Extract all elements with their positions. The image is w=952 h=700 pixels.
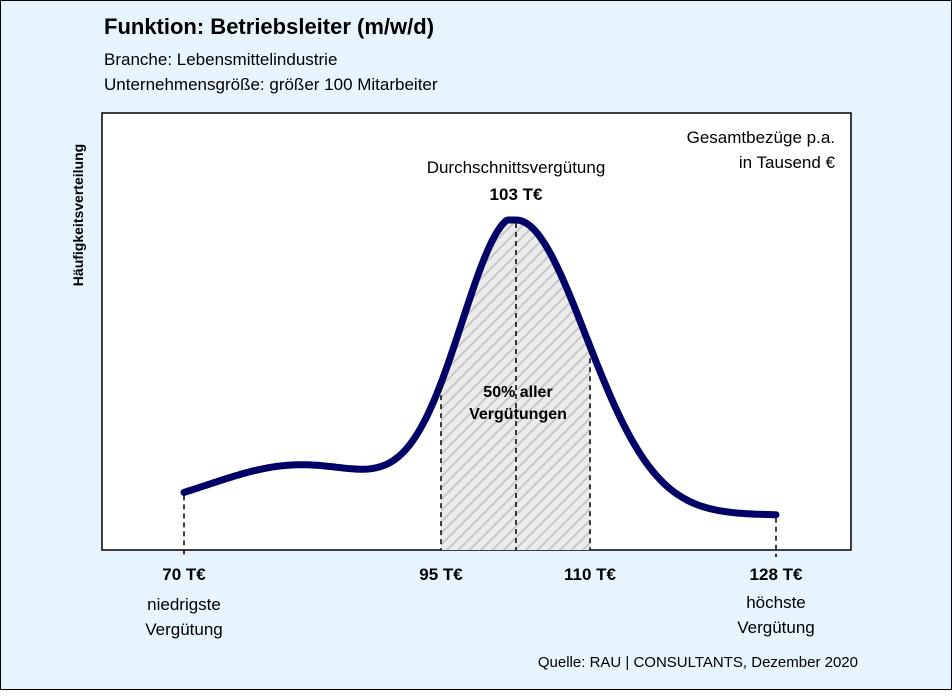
average-label: Durchschnittsvergütung [427,158,606,177]
chart-title: Funktion: Betriebsleiter (m/w/d) [104,14,435,39]
band-label-line-2: Vergütungen [469,406,567,423]
unit-note-line-1: Gesamtbezüge p.a. [687,128,835,147]
tick-label-q3: 110 T€ [564,565,617,584]
band-label-line-1: 50% aller [483,384,552,401]
unit-note-line-2: in Tausend € [739,153,836,172]
tick-label-q1: 95 T€ [419,565,463,584]
source-note: Quelle: RAU | CONSULTANTS, Dezember 2020 [537,654,858,671]
min-caption-line-1: niedrigste [147,595,221,614]
average-value-label: 103 T€ [490,185,543,204]
min-caption-line-2: Vergütung [145,620,223,639]
tick-label-max: 128 T€ [750,565,803,584]
max-caption-line-1: höchste [746,593,806,612]
subtitle-branch: Branche: Lebensmittelindustrie [104,50,338,69]
subtitle-company-size: Unternehmensgröße: größer 100 Mitarbeite… [104,75,438,94]
distribution-curve [180,216,780,519]
max-caption-line-2: Vergütung [737,618,815,637]
tick-label-min: 70 T€ [162,565,206,584]
